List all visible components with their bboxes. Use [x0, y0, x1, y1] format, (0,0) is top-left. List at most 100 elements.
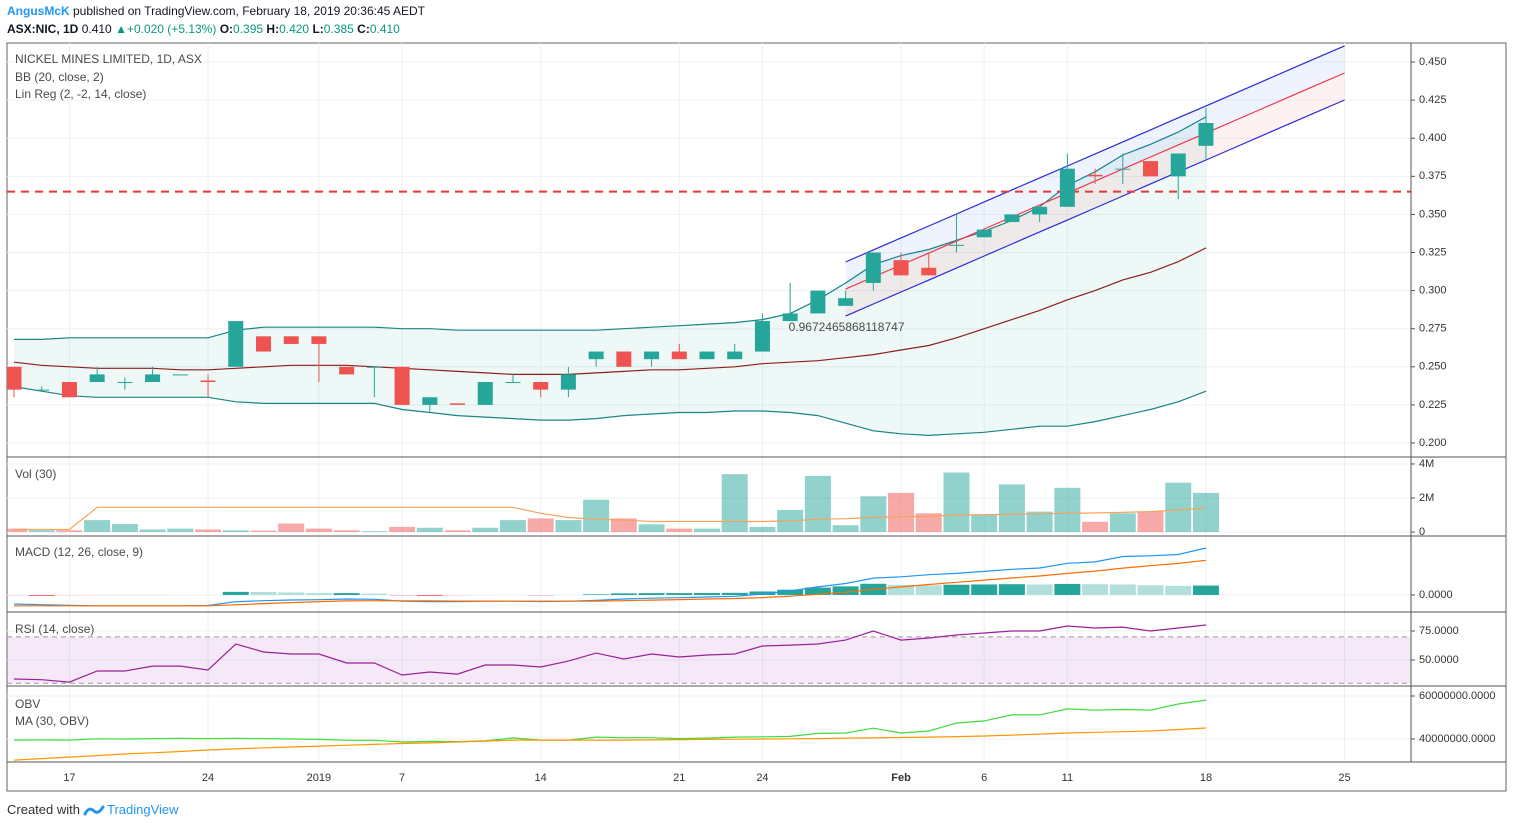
candle-body: [1198, 122, 1214, 146]
volume-bar: [943, 472, 970, 533]
chart-frame: [6, 42, 1507, 792]
volume-bar: [56, 530, 83, 533]
volume-bar: [749, 526, 776, 533]
author[interactable]: AngusMcK: [7, 4, 70, 18]
macd-histogram-bar: [333, 593, 360, 595]
legend-entry: MA (30, OBV): [15, 714, 89, 728]
last-price: 0.410: [81, 22, 112, 36]
candle-body: [588, 351, 604, 360]
macd-histogram-bar: [1192, 585, 1219, 595]
macd-histogram-bar: [971, 584, 998, 595]
volume-bar: [250, 530, 277, 533]
volume-bar: [998, 484, 1025, 533]
linreg-fill: [845, 73, 1345, 317]
x-tick-label: 6: [981, 772, 987, 784]
y-tick-label: 0.425: [1419, 94, 1447, 106]
candle-body: [200, 380, 216, 383]
chart: 17 24 2019 7 14 21 24 Feb 6 11 18 25 0.200 0.225 0.250…: [6, 42, 1507, 792]
y-tick-label: 0.225: [1419, 399, 1447, 411]
pane: [7, 612, 1411, 686]
candle-body: [477, 382, 493, 405]
pane: [7, 457, 1411, 536]
candle-body: [172, 374, 188, 376]
bb-fill: [14, 116, 1206, 436]
candle-body: [394, 366, 410, 405]
candle-body: [228, 321, 244, 367]
macd-histogram-bar: [250, 592, 277, 595]
macd-histogram-bar: [361, 593, 388, 595]
indicator-line: [13, 727, 1207, 761]
x-tick-label: 21: [673, 772, 685, 784]
volume-bar: [915, 513, 942, 533]
volume-bar: [111, 524, 138, 533]
volume-bar: [832, 525, 859, 533]
macd-histogram-bar: [416, 594, 443, 596]
publish-line: AngusMcK published on TradingView.com, F…: [7, 4, 425, 18]
y-tick-label: 0.375: [1419, 170, 1447, 182]
x-tick-label: 25: [1338, 772, 1350, 784]
candle-body: [366, 366, 382, 368]
bb-line: [13, 247, 1207, 375]
candle-body: [948, 244, 964, 246]
volume-bar: [361, 531, 388, 533]
candle-body: [865, 252, 881, 283]
macd-histogram-bar: [28, 594, 55, 596]
macd-line: [14, 559, 1207, 607]
x-tick-label: 24: [756, 772, 768, 784]
x-tick-label: Feb: [891, 772, 911, 784]
volume-bar: [1165, 482, 1192, 533]
legend-entry: BB (20, close, 2): [15, 70, 104, 84]
macd-line: [13, 547, 1207, 607]
macd-histogram-bar: [305, 593, 332, 595]
macd-histogram-bar: [777, 589, 804, 595]
volume-bar: [694, 528, 720, 533]
volume-bar: [1192, 492, 1219, 533]
rsi-band: [7, 636, 1411, 684]
logo-mark: [83, 805, 105, 816]
candle-body: [422, 397, 438, 405]
x-tick-label: 11: [1062, 772, 1073, 784]
brand[interactable]: TradingView: [107, 802, 179, 817]
volume-bar: [583, 499, 610, 533]
candle-body: [450, 403, 466, 405]
ohlc-key: L:: [312, 22, 324, 36]
legend-entry: RSI (14, close): [15, 622, 94, 636]
macd-histogram-bar: [1054, 583, 1081, 595]
macd-histogram-bar: [56, 594, 83, 596]
y-tick-label: 0.350: [1419, 208, 1447, 220]
volume-bar: [1054, 487, 1081, 533]
footer-text: Created with: [7, 802, 80, 817]
legend-entry: NICKEL MINES LIMITED, 1D, ASX: [15, 52, 202, 66]
y-tick-label: 0.200: [1419, 437, 1447, 449]
volume-bar: [416, 527, 443, 533]
legend-entry: OBV: [15, 697, 40, 711]
macd-histogram-bar: [804, 587, 831, 595]
pane: [7, 536, 1411, 612]
x-tick-label: 17: [63, 772, 75, 784]
volume-bar: [444, 530, 471, 533]
ohlc-value: 0.410: [369, 22, 400, 36]
macd-histogram-bar: [1165, 585, 1192, 595]
candle-body: [782, 313, 798, 322]
y-tick-label: 2M: [1419, 492, 1434, 504]
y-tick-label: 75.0000: [1419, 625, 1459, 637]
candle-body: [1143, 161, 1159, 177]
volume-bar: [499, 520, 526, 533]
macd-histogram-bar: [610, 593, 637, 595]
y-tick-label: 60000000.0000: [1419, 690, 1495, 702]
volume-bar: [305, 528, 332, 533]
x-tick-label: 7: [399, 772, 405, 784]
candle-body: [283, 336, 299, 344]
pane: [7, 686, 1411, 762]
candle-body: [921, 267, 937, 276]
bb-line: [13, 386, 1207, 437]
macd-histogram-bar: [943, 584, 970, 595]
candle-body: [34, 389, 50, 391]
volume-bar: [971, 514, 998, 533]
volume-bar: [610, 518, 637, 533]
ohlc-value: 0.395: [233, 22, 264, 36]
candle-body: [699, 351, 715, 360]
candle-body: [7, 366, 22, 390]
candle-body: [145, 374, 161, 383]
